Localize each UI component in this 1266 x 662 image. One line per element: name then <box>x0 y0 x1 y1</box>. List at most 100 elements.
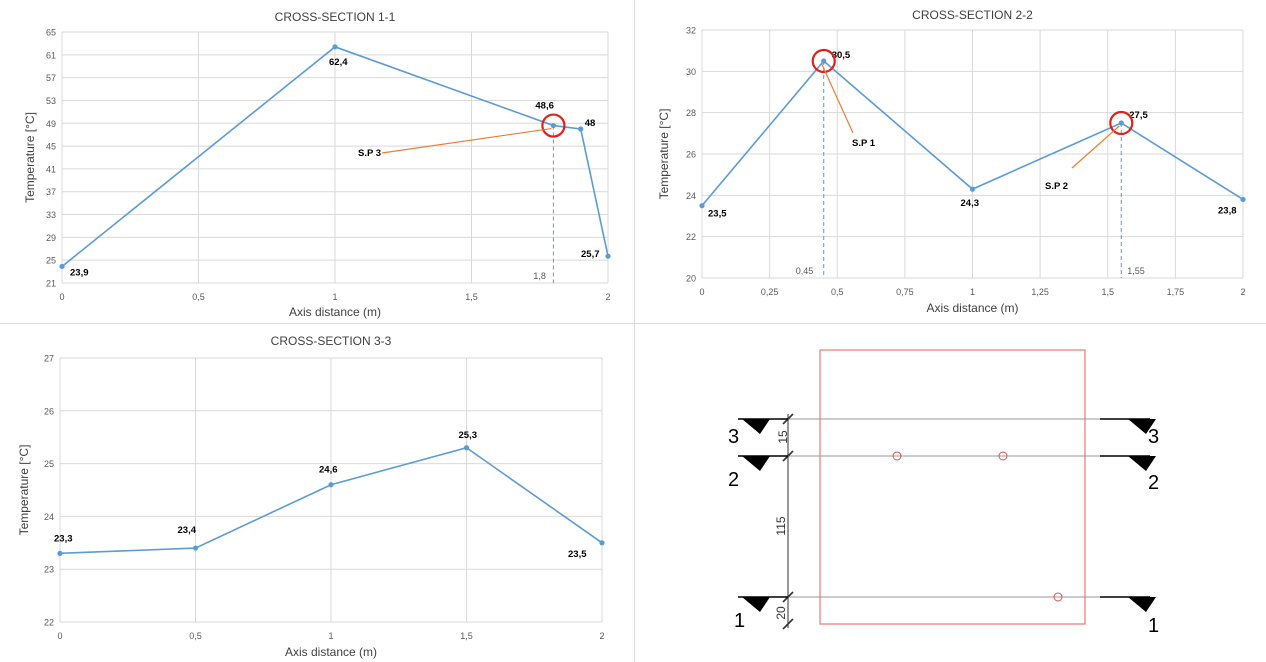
x-tick-label: 1 <box>970 287 975 297</box>
data-point <box>699 203 705 209</box>
section-1-left-arrow <box>742 597 770 612</box>
section-1-left-label: 1 <box>734 610 745 632</box>
data-point <box>605 253 611 259</box>
cross-section-plan-diagram: 15 115 20 3 2 1 3 2 1 <box>640 326 1266 662</box>
data-point <box>821 58 827 64</box>
callout-leader-line <box>381 127 552 154</box>
callout-label: S.P 1 <box>852 138 876 149</box>
sensor-point-2 <box>998 451 1008 461</box>
data-label: 23,8 <box>1218 205 1237 216</box>
x-tick-label: 1,5 <box>465 292 478 302</box>
data-point <box>578 126 584 132</box>
chart-title: CROSS-SECTION 2-2 <box>912 8 1033 22</box>
data-point <box>332 44 338 50</box>
callout-label: S.P 3 <box>358 148 381 159</box>
data-label: 23,3 <box>54 533 73 544</box>
x-axis-label: Axis distance (m) <box>926 301 1018 315</box>
vertical-separator <box>634 0 635 662</box>
sensor-point-3 <box>1053 592 1063 602</box>
section-2-left-label: 2 <box>728 469 739 491</box>
data-point <box>969 186 976 192</box>
chart-3-svg: 22 23 24 25 26 27 0 0,5 1 1,5 2 CROSS-SECTION 3-3 Ax… <box>17 334 605 659</box>
x-tick-label: 0,75 <box>896 287 914 297</box>
data-label: 48,6 <box>535 101 554 112</box>
y-tick-label: 24 <box>686 191 696 201</box>
data-label: 23,4 <box>178 525 197 536</box>
y-axis-label: Temperature [°C] <box>17 445 31 536</box>
data-point <box>1240 196 1246 203</box>
callout-leader-line <box>821 63 854 134</box>
sensor-point-1 <box>892 451 902 461</box>
chart-cross-section-1-1: 21 25 29 33 37 41 45 49 53 57 61 65 0 0,5 1 1,5 2 CROSS-S… <box>0 0 630 322</box>
data-label: 48 <box>585 118 596 129</box>
slab-outline <box>819 349 1086 625</box>
data-label: 27,5 <box>1129 110 1148 121</box>
dimension-115-label: 115 <box>774 516 788 535</box>
data-point <box>328 482 334 488</box>
y-tick-label: 21 <box>46 279 56 289</box>
y-tick-label: 61 <box>46 50 56 60</box>
data-label: 30,5 <box>832 50 851 61</box>
highlight-circle <box>1109 110 1134 136</box>
y-tick-label: 20 <box>686 274 696 284</box>
x-tick-label: 0,25 <box>761 287 779 297</box>
data-point <box>57 550 63 556</box>
chart-title: CROSS-SECTION 1-1 <box>275 10 396 24</box>
chart-cross-section-2-2: 20 22 24 26 28 30 32 0 0,25 0,5 0,75 1 1,25 1,5 1,75 2 C… <box>640 0 1266 322</box>
y-tick-label: 23 <box>44 565 54 575</box>
section-1-right-arrow <box>1128 597 1156 612</box>
x-tick-label: 0,5 <box>831 287 844 297</box>
data-label: 23,5 <box>708 209 727 220</box>
x-tick-label: 2 <box>599 631 604 641</box>
x-tick-label: 1 <box>328 631 333 641</box>
data-point <box>463 445 470 451</box>
x-tick-label: 1,5 <box>460 631 473 641</box>
y-tick-label: 26 <box>44 406 54 416</box>
y-tick-label: 37 <box>46 187 56 197</box>
data-point <box>1118 120 1124 126</box>
data-point <box>192 545 199 551</box>
y-tick-label: 25 <box>44 459 54 469</box>
callout-leader-line <box>1071 125 1120 169</box>
y-tick-label: 49 <box>46 119 56 129</box>
y-tick-label: 22 <box>44 618 54 628</box>
y-tick-label: 29 <box>46 233 56 243</box>
x-tick-label: 1,75 <box>1167 287 1185 297</box>
data-point <box>550 122 557 129</box>
x-tick-label: 0 <box>59 292 64 302</box>
y-axis-label: Temperature [°C] <box>23 112 37 203</box>
y-tick-label: 65 <box>46 28 56 38</box>
data-label: 62,4 <box>329 57 348 68</box>
y-tick-label: 30 <box>686 67 696 77</box>
plan-diagram-svg: 15 115 20 3 2 1 3 2 1 <box>728 349 1159 637</box>
data-label: 25,7 <box>581 249 600 260</box>
y-tick-label: 27 <box>44 354 54 364</box>
y-axis-label: Temperature [°C] <box>657 109 671 200</box>
highlight-circle <box>541 113 566 138</box>
data-label: 23,5 <box>568 549 587 560</box>
section-2-left-arrow <box>742 456 770 471</box>
data-point <box>59 263 65 270</box>
y-tick-label: 41 <box>46 164 56 174</box>
data-label: 24,3 <box>961 198 980 209</box>
dimension-tick-end <box>782 618 794 630</box>
chart-cross-section-3-3: 22 23 24 25 26 27 0 0,5 1 1,5 2 CROSS-SECTION 3-3 Ax… <box>0 326 630 662</box>
horizontal-separator <box>0 323 1266 324</box>
data-point <box>599 540 605 546</box>
x-axis-label: Axis distance (m) <box>285 645 377 659</box>
x-tick-label: 0,5 <box>189 631 202 641</box>
section-3-right-label: 3 <box>1148 426 1159 448</box>
x-tick-label: 2 <box>605 292 610 302</box>
marker-value-label: 1,8 <box>533 271 546 281</box>
x-tick-label: 0 <box>699 287 704 297</box>
x-tick-label: 1,25 <box>1031 287 1049 297</box>
y-tick-label: 26 <box>686 150 696 160</box>
x-tick-label: 0 <box>57 631 62 641</box>
x-tick-label: 0,5 <box>192 292 205 302</box>
x-tick-label: 2 <box>1240 287 1245 297</box>
section-3-left-arrow <box>742 419 770 434</box>
data-label: 23,9 <box>70 267 89 278</box>
dimension-20-label: 20 <box>774 606 788 620</box>
section-2-right-arrow <box>1128 456 1156 471</box>
x-tick-label: 1 <box>332 292 337 302</box>
